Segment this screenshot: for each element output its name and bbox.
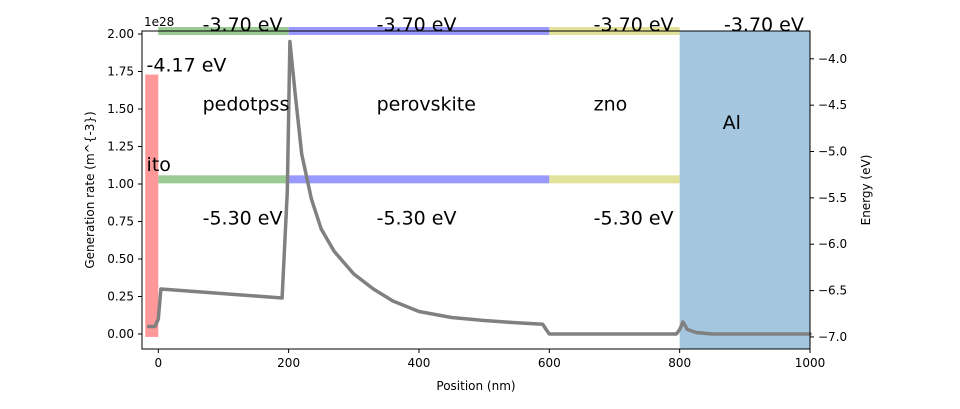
homo-band-perovskite bbox=[288, 175, 550, 184]
annotations: ito pedotpss perovskite zno Al -3.70 eV -3.70 … bbox=[147, 14, 804, 230]
y2-axis-label: Energy (eV) bbox=[859, 155, 873, 226]
energy-label: -3.70 eV bbox=[377, 14, 457, 36]
energy-label: -3.70 eV bbox=[594, 14, 674, 36]
layer-block-ito bbox=[145, 74, 159, 337]
x-tick-label: 600 bbox=[538, 356, 561, 370]
x-tick-label: 800 bbox=[668, 356, 691, 370]
energy-label: -5.30 eV bbox=[377, 208, 457, 230]
x-tick-label: 400 bbox=[408, 356, 431, 370]
y2-tick-label: −5.5 bbox=[818, 191, 847, 205]
axes bbox=[141, 30, 811, 350]
generation-series bbox=[146, 39, 812, 336]
layer-label-al: Al bbox=[723, 112, 741, 134]
energy-label: -3.70 eV bbox=[724, 14, 804, 36]
x-tick-label: 200 bbox=[277, 356, 300, 370]
energy-label: -5.30 eV bbox=[203, 208, 283, 230]
y-tick-label: 0.75 bbox=[107, 215, 134, 229]
y2-tick-label: −4.0 bbox=[818, 52, 847, 66]
layer-blocks bbox=[145, 27, 810, 349]
layer-label-perovskite: perovskite bbox=[377, 94, 476, 116]
y2-tick-label: −6.0 bbox=[818, 237, 847, 251]
y2-tick-label: −7.0 bbox=[818, 330, 847, 344]
homo-band-pedotpss bbox=[158, 175, 289, 184]
plot-frame bbox=[141, 30, 811, 350]
homo-band-zno bbox=[549, 175, 680, 184]
generation-rate-line bbox=[146, 39, 812, 336]
layer-label-zno: zno bbox=[594, 94, 628, 116]
y-tick-label: 1.00 bbox=[107, 177, 134, 191]
y-tick-label: 0.25 bbox=[107, 290, 134, 304]
y-tick-label: 1.50 bbox=[107, 102, 134, 116]
offset-text: 1e28 bbox=[144, 15, 174, 29]
y2-tick-label: −4.5 bbox=[818, 98, 847, 112]
x-axis-label: Position (nm) bbox=[436, 379, 515, 393]
y-axis-label: Generation rate (m^{-3}) bbox=[83, 111, 97, 268]
y-tick-label: 1.75 bbox=[107, 65, 134, 79]
y2-tick-label: −6.5 bbox=[818, 284, 847, 298]
y-tick-label: 0.50 bbox=[107, 252, 134, 266]
x-tick-label: 1000 bbox=[795, 356, 826, 370]
energy-label: -4.17 eV bbox=[147, 55, 227, 77]
y2-tick-label: −5.0 bbox=[818, 145, 847, 159]
layer-label-ito: ito bbox=[147, 154, 171, 176]
y-tick-label: 0.00 bbox=[107, 327, 134, 341]
layer-block-al bbox=[679, 31, 810, 349]
y-tick-label: 2.00 bbox=[107, 27, 134, 41]
x-tick-label: 0 bbox=[154, 356, 162, 370]
energy-label: -5.30 eV bbox=[594, 208, 674, 230]
tick-marks: 0 200 400 600 800 1000 0.00 0.25 0.50 0.75 1.00 1.2… bbox=[107, 27, 847, 370]
layer-label-pedotpss: pedotpss bbox=[203, 94, 290, 116]
y-tick-label: 1.25 bbox=[107, 140, 134, 154]
energy-label: -3.70 eV bbox=[203, 14, 283, 36]
